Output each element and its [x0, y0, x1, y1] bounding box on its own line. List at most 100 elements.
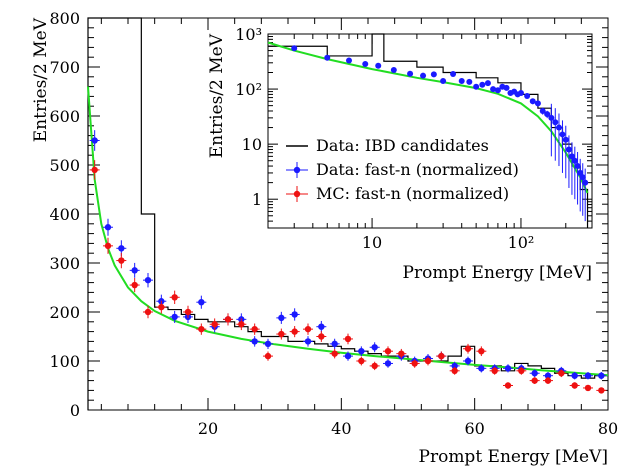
main-panel: 0 100 200 300 400 500 600 700 800 20 40 60 80 Prompt … — [31, 9, 618, 467]
fast-n-mc-point — [184, 308, 192, 316]
inset-fast-n-data-point — [568, 153, 575, 160]
fast-n-data-point — [531, 370, 538, 377]
inset-fast-n-data-point — [555, 124, 562, 131]
inset-fast-n-data-point — [574, 163, 581, 170]
inset-fast-n-data-point — [577, 169, 584, 176]
fast-n-data-point — [104, 224, 112, 231]
inset-fast-n-data-point — [559, 131, 566, 138]
inset-x-tick-label: 10 — [362, 233, 382, 252]
fast-n-mc-point — [478, 348, 485, 355]
inset-x-axis-label: Prompt Energy [MeV] — [403, 263, 592, 283]
fast-n-data-point — [358, 348, 365, 355]
fast-n-mc-point — [491, 367, 498, 374]
fast-n-data-point — [91, 137, 98, 144]
fast-n-mc-point — [224, 316, 232, 323]
fast-n-data-point — [278, 314, 285, 322]
fast-n-data-point — [131, 267, 138, 274]
fast-n-data-point — [598, 372, 605, 379]
fast-n-mc-point — [598, 387, 605, 394]
inset-fit-curve — [267, 41, 589, 194]
inset-fast-n-data-point — [430, 71, 437, 78]
inset-plot-frame — [267, 33, 593, 229]
fast-n-data-point — [291, 311, 298, 318]
inset-fast-n-data-point — [324, 54, 331, 61]
fast-n-mc-point — [384, 348, 392, 355]
fast-n-mc-point — [584, 384, 592, 392]
fast-n-data-point — [344, 352, 352, 360]
fast-n-data-point — [544, 372, 552, 379]
fast-n-mc-point — [424, 357, 432, 365]
inset-fast-n-data-point — [420, 72, 427, 79]
y-tick-label: 700 — [49, 58, 80, 77]
y-tick-label: 400 — [49, 205, 80, 224]
inset-legend: Data: IBD candidates Data: fast-n (normal… — [286, 136, 519, 203]
fast-n-data-point — [504, 365, 512, 372]
inset-y-axis-label: Entries/2 MeV — [207, 33, 227, 158]
inset-x-tick-label: 10² — [508, 233, 535, 252]
inset-y-tick-label: 10³ — [235, 25, 262, 44]
inset-fast-n-data-point — [534, 100, 541, 107]
inset-fast-n-data-point — [524, 92, 531, 99]
legend-swatch-marker — [293, 166, 301, 174]
fast-n-data-point — [584, 372, 592, 379]
inset-fast-n-data-point — [552, 119, 559, 126]
fast-n-data-point — [571, 372, 578, 379]
fast-n-data-point — [118, 245, 125, 252]
fast-n-mc-point — [171, 294, 178, 301]
fast-n-mc-point — [398, 350, 405, 357]
fast-n-data-point — [318, 323, 325, 330]
fast-n-mc-point — [451, 367, 458, 374]
inset-fast-n-data-point — [539, 107, 546, 114]
y-tick-label: 100 — [49, 352, 80, 371]
inset-y-tick-label: 10² — [235, 80, 262, 99]
x-axis-label: Prompt Energy [MeV] — [419, 447, 608, 467]
fast-n-data-point — [331, 340, 338, 348]
fast-n-mc-point — [131, 281, 138, 289]
y-tick-label: 200 — [49, 303, 80, 322]
fast-n-mc-point — [158, 303, 165, 311]
inset-y-tick-label: 1 — [252, 190, 262, 209]
fast-n-mc-point — [571, 382, 578, 389]
fast-n-data-point — [451, 362, 458, 370]
fast-n-mc-point — [291, 328, 298, 335]
fast-n-mc-point — [358, 357, 365, 365]
fast-n-mc-point — [558, 370, 565, 377]
x-tick-label: 80 — [598, 419, 618, 438]
fast-n-mc-point — [304, 325, 312, 333]
inset-fast-n-data-point — [503, 84, 510, 91]
fast-n-data-point — [144, 276, 152, 284]
x-tick-label: 60 — [464, 419, 484, 438]
fast-n-mc-point — [531, 377, 538, 384]
fast-n-mc-point — [464, 345, 472, 352]
fast-n-mc-point — [438, 352, 445, 360]
inset-fast-n-data-point — [346, 57, 353, 64]
inset-y-tick-label: 10 — [242, 135, 262, 154]
inset-fast-n-data-point — [494, 87, 501, 94]
legend-ibd-label: Data: IBD candidates — [316, 136, 489, 155]
fast-n-mc-point — [411, 360, 418, 367]
fast-n-mc-point — [211, 321, 218, 328]
fast-n-data-point — [478, 365, 485, 372]
fast-n-mc-point — [118, 257, 125, 264]
x-tick-label: 20 — [198, 419, 218, 438]
inset-fast-n-data-point — [484, 80, 491, 87]
fast-n-data-point — [264, 340, 272, 348]
fast-n-data-point — [371, 344, 378, 351]
legend-series-label: Data: fast-n (normalized) — [316, 160, 519, 179]
fast-n-mc-point — [518, 367, 525, 374]
inset-fast-n-data-point — [529, 98, 536, 105]
inset-fast-n-data-point — [291, 45, 298, 52]
ibd-candidates-histogram — [87, 17, 608, 410]
y-tick-label: 600 — [49, 107, 80, 126]
legend-series-label: MC: fast-n (normalized) — [316, 184, 509, 203]
y-tick-label: 800 — [49, 9, 80, 28]
inset-fast-n-data-point — [479, 81, 486, 88]
fast-n-data-point — [171, 313, 178, 321]
fast-n-mc-point — [264, 352, 272, 360]
fast-n-data-point — [384, 360, 392, 367]
inset-fast-n-data-point — [466, 78, 473, 85]
fast-n-mc-point — [104, 242, 112, 250]
inset-fast-n-data-point — [490, 86, 497, 93]
y-tick-label: 500 — [49, 156, 80, 175]
